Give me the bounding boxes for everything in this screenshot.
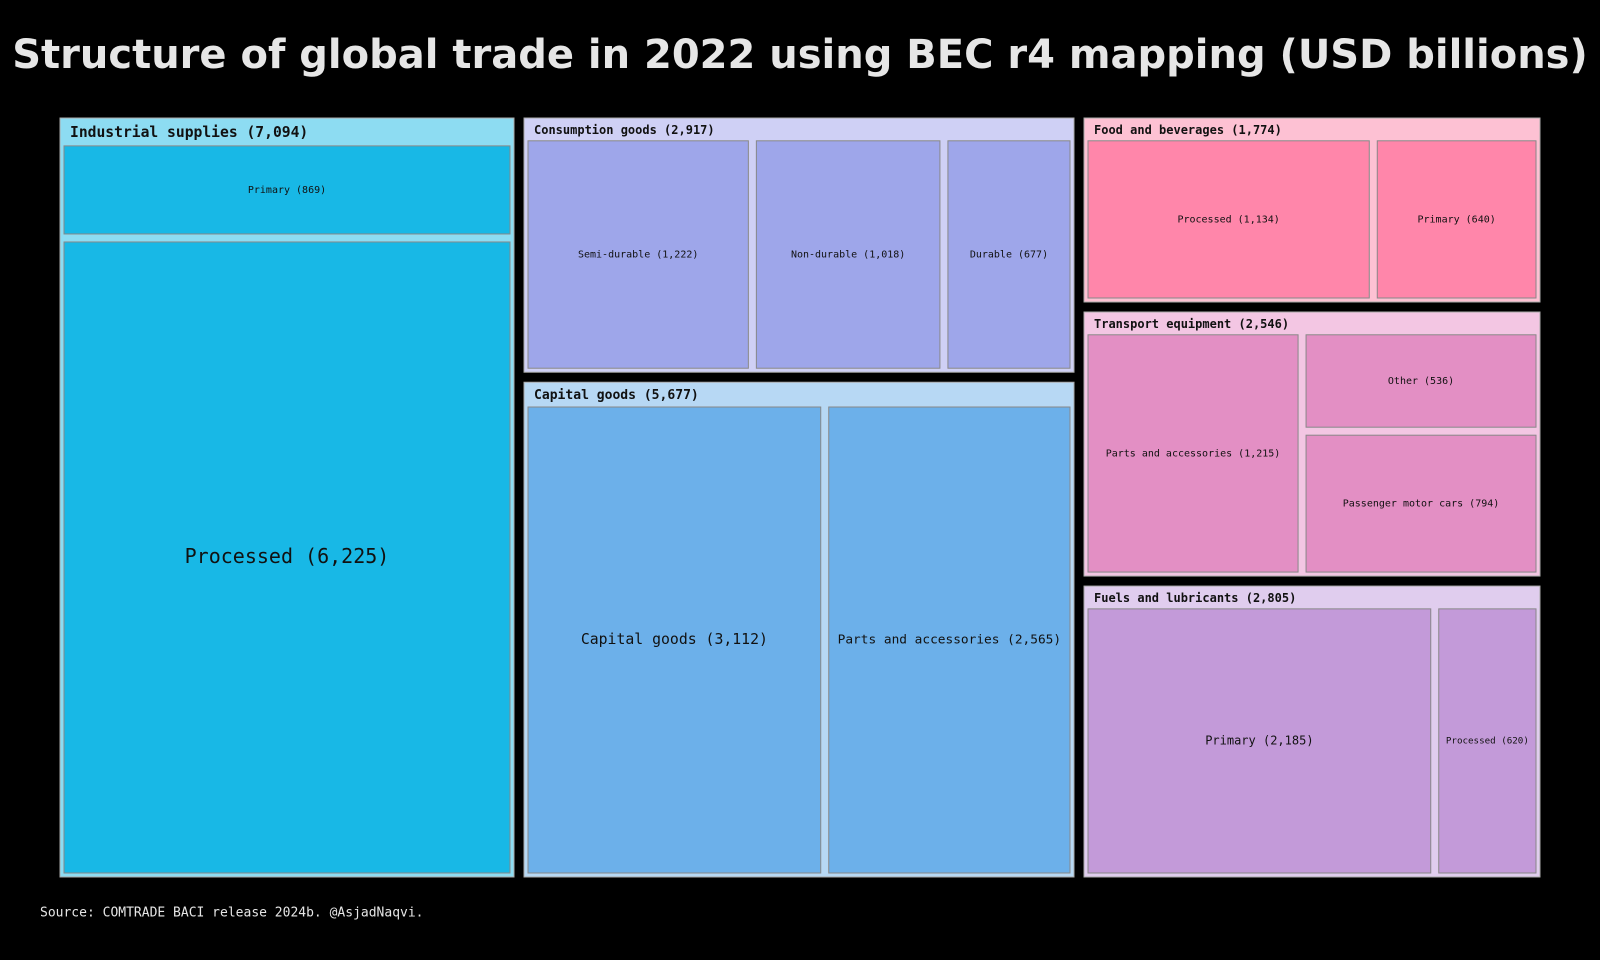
leaf-box <box>1305 334 1537 428</box>
leaf-label: Primary (2,185) <box>1205 733 1313 747</box>
leaf-box <box>1087 140 1370 299</box>
leaf-label: Parts and accessories (1,215) <box>1106 448 1281 459</box>
group-label: Fuels and lubricants (2,805) <box>1094 591 1296 605</box>
leaf-box <box>63 241 511 874</box>
leaf-label: Durable (677) <box>970 250 1048 261</box>
leaf-label: Non-durable (1,018) <box>791 250 905 261</box>
leaf-label: Parts and accessories (2,565) <box>838 633 1061 648</box>
leaf-box <box>947 140 1071 369</box>
leaf-box <box>527 406 822 874</box>
source-note: Source: COMTRADE BACI release 2024b. @As… <box>40 906 424 921</box>
leaf-box <box>527 140 749 369</box>
group-label: Food and beverages (1,774) <box>1094 123 1282 137</box>
leaf-label: Capital goods (3,112) <box>581 631 768 648</box>
chart-title: Structure of global trade in 2022 using … <box>12 32 1588 78</box>
group-label: Consumption goods (2,917) <box>534 123 715 137</box>
leaf-box <box>1087 608 1432 874</box>
leaf-box <box>63 145 511 235</box>
leaf-label: Primary (869) <box>248 185 326 196</box>
leaf-label: Processed (6,225) <box>185 544 390 568</box>
leaf-label: Primary (640) <box>1417 214 1495 225</box>
leaf-box <box>828 406 1071 874</box>
leaf-box <box>755 140 941 369</box>
leaf-label: Passenger motor cars (794) <box>1343 499 1500 510</box>
leaf-box <box>1305 434 1537 573</box>
group-label: Industrial supplies (7,094) <box>70 124 308 141</box>
leaf-box <box>1438 608 1537 874</box>
leaf-label: Other (536) <box>1388 376 1454 387</box>
group-label: Transport equipment (2,546) <box>1094 317 1289 331</box>
leaf-box <box>1376 140 1537 299</box>
group-label: Capital goods (5,677) <box>534 388 699 403</box>
leaf-label: Semi-durable (1,222) <box>578 250 698 261</box>
leaf-label: Processed (620) <box>1446 735 1529 746</box>
leaf-box <box>1087 334 1299 573</box>
leaf-label: Processed (1,134) <box>1177 214 1279 225</box>
